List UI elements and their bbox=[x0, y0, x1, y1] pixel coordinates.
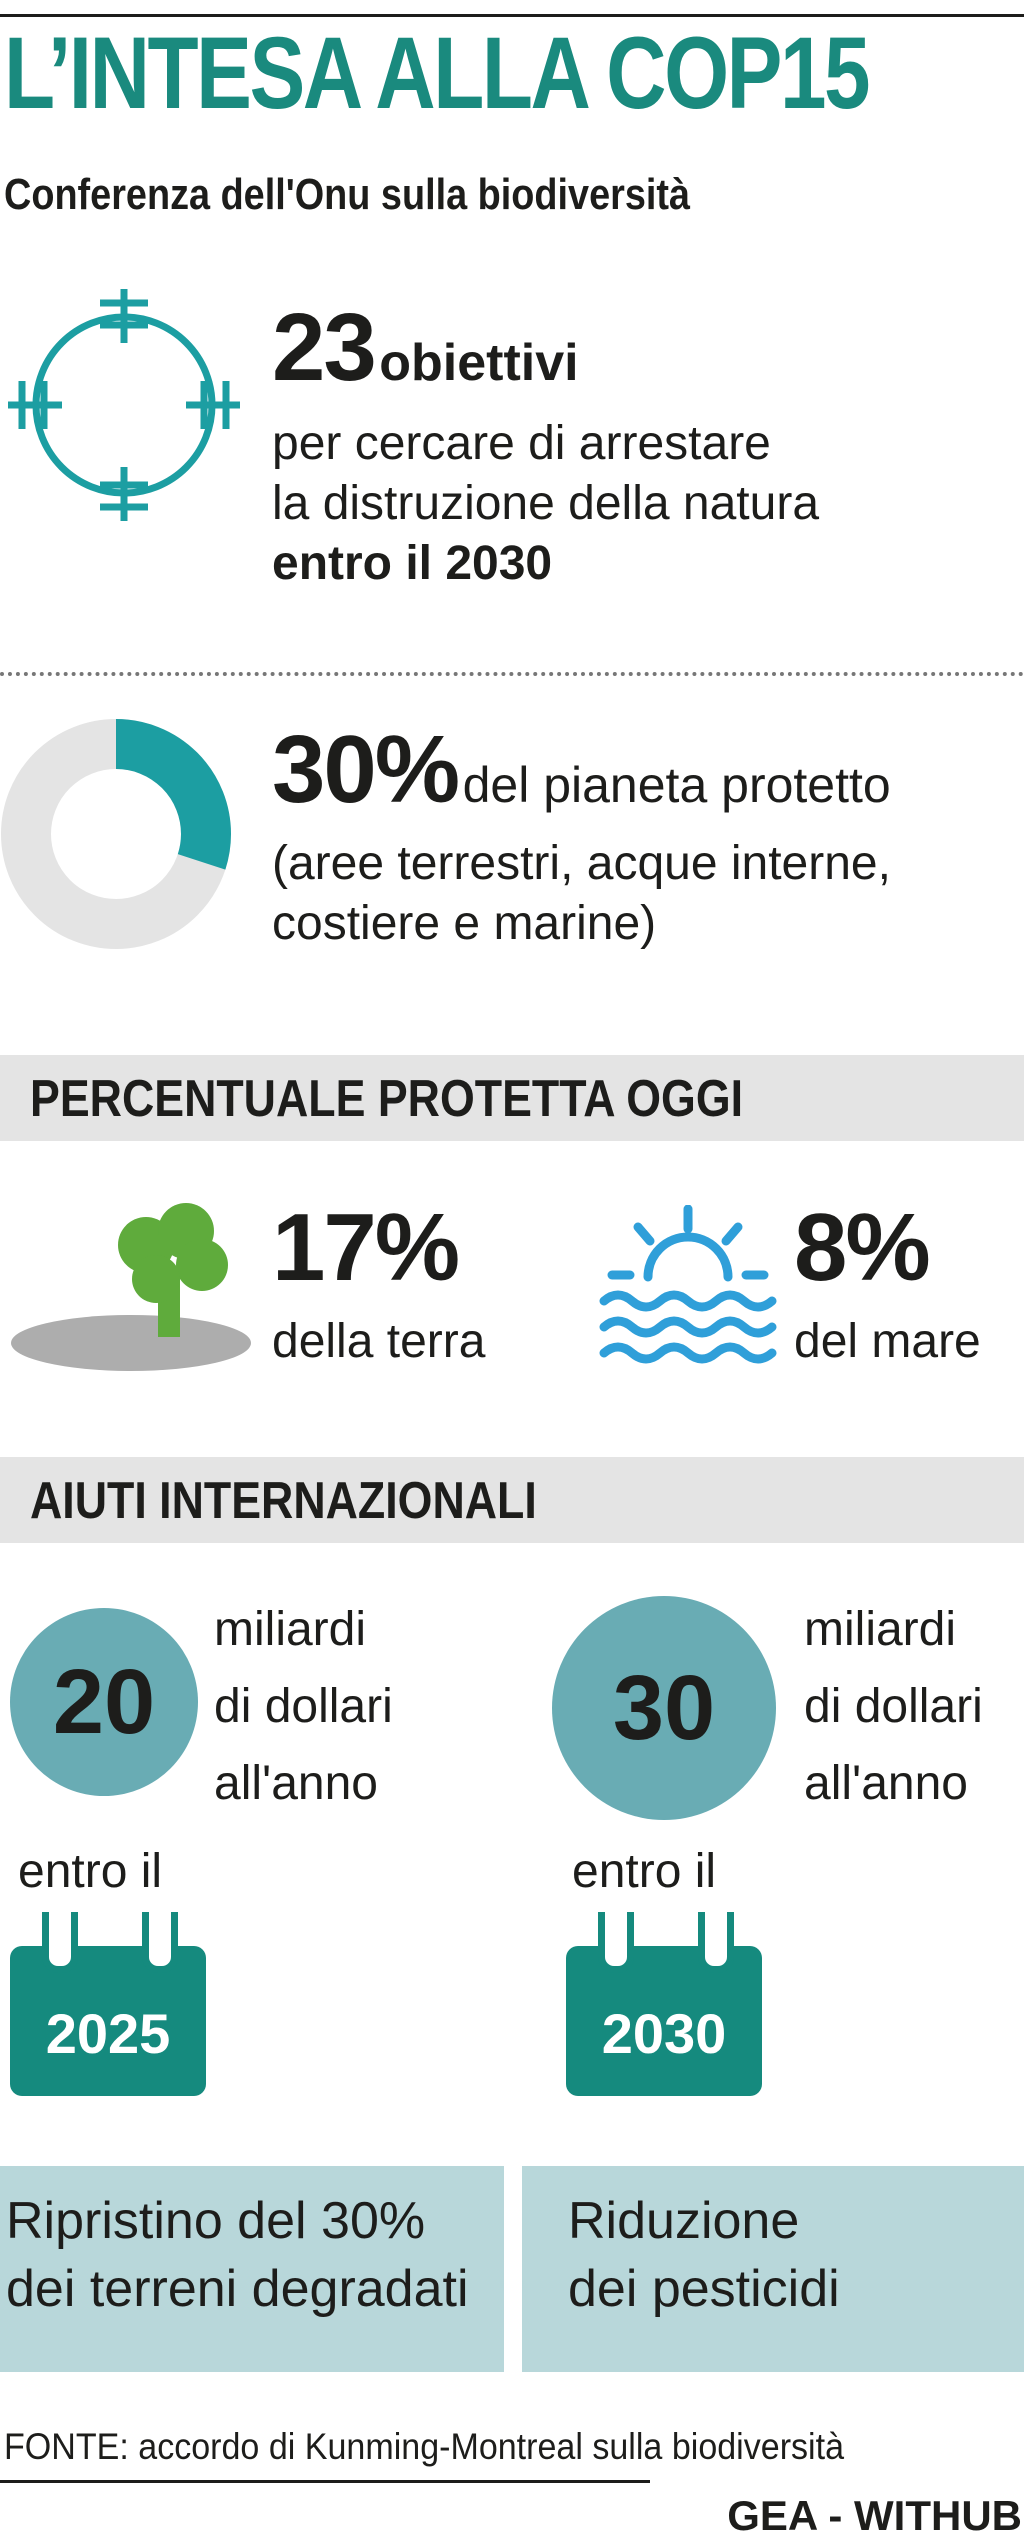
section-bar-today bbox=[0, 1055, 1024, 1141]
page-subtitle: Conferenza dell'Onu sulla biodiversità bbox=[4, 170, 691, 219]
protection-line2: (aree terrestri, acque interne, bbox=[272, 837, 891, 890]
aid-description: miliardi di dollari all'anno bbox=[214, 1592, 393, 1822]
aid-amount: 20 bbox=[52, 1650, 156, 1753]
sea-percent: 8% bbox=[794, 1194, 931, 1301]
aid-line3: all'anno bbox=[214, 1756, 378, 1810]
aid-line2: di dollari bbox=[804, 1679, 983, 1733]
calendar-ring bbox=[142, 1912, 178, 1973]
aid-amount-circle: 20 bbox=[10, 1608, 198, 1796]
credit-label: GEA - WITHUB bbox=[727, 2492, 1022, 2539]
bottom-rule bbox=[0, 2480, 650, 2483]
source-note: FONTE: accordo di Kunming-Montreal sulla… bbox=[4, 2426, 845, 2467]
aid-by-label: entro il bbox=[572, 1845, 717, 1898]
goals-line3: entro il 2030 bbox=[272, 537, 553, 590]
section-bar-aid bbox=[0, 1457, 1024, 1543]
protection-description: (aree terrestri, acque interne, costiere… bbox=[272, 834, 891, 954]
divider bbox=[0, 672, 1024, 676]
protection-percent: 30% bbox=[272, 716, 460, 823]
protection-headline: 30% del pianeta protetto bbox=[272, 722, 891, 818]
aid-amount-circle: 30 bbox=[552, 1596, 776, 1820]
goals-line2: la distruzione della natura bbox=[272, 477, 820, 530]
aid-amount: 30 bbox=[612, 1656, 716, 1759]
box-line1: Ripristino del 30% bbox=[6, 2192, 426, 2250]
goals-number-label: obiettivi bbox=[379, 334, 579, 392]
info-box-restoration: Ripristino del 30% dei terreni degradati bbox=[0, 2166, 504, 2372]
section-heading-today: PERCENTUALE PROTETTA OGGI bbox=[30, 1070, 744, 1128]
land-percent: 17% bbox=[272, 1194, 460, 1301]
donut-icon bbox=[1, 719, 231, 949]
land-label: della terra bbox=[272, 1315, 486, 1368]
tree-icon bbox=[11, 1203, 251, 1371]
aid-by-label: entro il bbox=[18, 1845, 163, 1898]
page-title: L’INTESA ALLA COP15 bbox=[4, 16, 871, 130]
calendar-icon: 2030 bbox=[566, 1946, 762, 2096]
sea-label: del mare bbox=[794, 1315, 981, 1368]
box-line2: dei pesticidi bbox=[568, 2259, 840, 2318]
aid-line2: di dollari bbox=[214, 1679, 393, 1733]
aid-line3: all'anno bbox=[804, 1756, 968, 1810]
calendar-ring bbox=[598, 1912, 634, 1973]
protection-line3: costiere e marine) bbox=[272, 897, 657, 950]
info-box-pesticides: Riduzione dei pesticidi bbox=[522, 2166, 1024, 2372]
box-line2: dei terreni degradati bbox=[6, 2259, 469, 2318]
goals-description: per cercare di arrestare la distruzione … bbox=[272, 414, 819, 594]
box-line1: Riduzione bbox=[568, 2192, 800, 2250]
calendar-icon: 2025 bbox=[10, 1946, 206, 2096]
calendar-ring bbox=[42, 1912, 78, 1973]
aid-year: 2025 bbox=[45, 2001, 171, 2065]
goals-number: 23 bbox=[272, 294, 377, 401]
aid-year: 2030 bbox=[601, 2001, 727, 2065]
sun-sea-icon bbox=[599, 1205, 777, 1364]
protection-line1: del pianeta protetto bbox=[462, 757, 891, 813]
section-heading-aid: AIUTI INTERNAZIONALI bbox=[30, 1472, 537, 1530]
top-rule bbox=[0, 14, 1024, 17]
goals-headline: 23 obiettivi bbox=[272, 300, 579, 396]
target-icon bbox=[8, 289, 240, 521]
calendar-ring bbox=[698, 1912, 734, 1973]
goals-line1: per cercare di arrestare bbox=[272, 417, 771, 470]
aid-description: miliardi di dollari all'anno bbox=[804, 1592, 983, 1822]
aid-line1: miliardi bbox=[214, 1603, 367, 1656]
aid-line1: miliardi bbox=[804, 1603, 957, 1656]
